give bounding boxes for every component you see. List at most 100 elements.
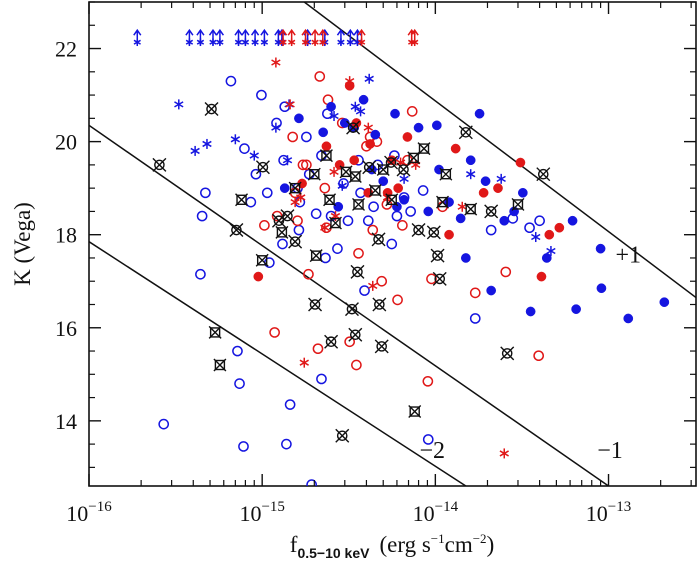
circled-cross-point: [500, 346, 515, 361]
boxed-cross-point: [323, 193, 337, 207]
asterisk-point: [368, 280, 378, 291]
filled-circle-point: [399, 194, 409, 205]
filled-circle-point: [321, 141, 332, 152]
circled-cross-point: [204, 102, 219, 117]
filled-circle-point: [378, 176, 389, 187]
open-circle-point: [250, 168, 262, 180]
open-circle-point: [386, 238, 398, 250]
y-tick-label: 22: [55, 37, 77, 62]
filled-circle-point: [450, 143, 461, 154]
boxed-cross-point: [352, 197, 366, 211]
circled-cross-point: [348, 327, 363, 342]
y-tick-label: 20: [55, 130, 77, 155]
upper-limit-arrow-blue: [133, 28, 142, 47]
filled-circle-point: [294, 113, 304, 124]
circled-cross-point: [350, 264, 365, 279]
boxed-cross-point: [309, 249, 323, 263]
filled-circle-point: [402, 132, 413, 142]
x-tick-label-exponent: −16: [88, 499, 112, 515]
boxed-cross-point: [348, 170, 362, 184]
open-circle-point: [301, 131, 312, 143]
asterisk-point: [271, 122, 281, 133]
circled-cross-point: [371, 232, 386, 247]
filled-circle-point: [544, 229, 555, 240]
open-circle-point: [319, 182, 331, 194]
circled-cross-point: [396, 162, 411, 177]
asterisk-point: [249, 150, 259, 161]
x-axis-label-subscript: 0.5−10 keV: [297, 545, 370, 561]
circled-cross-point: [432, 271, 447, 286]
x-tick-label-exponent: −15: [261, 499, 284, 515]
filled-circle-point: [431, 120, 442, 131]
open-circle-point: [158, 418, 170, 430]
open-circle-point: [306, 479, 317, 486]
boxed-cross-point: [368, 183, 382, 197]
asterisk-point: [190, 145, 200, 156]
filled-circle-point: [541, 253, 552, 263]
line-label-1: +1: [615, 243, 641, 269]
filled-circle-point: [349, 155, 360, 166]
open-circle-point: [301, 159, 312, 171]
filled-circle-point: [423, 206, 434, 217]
y-tick-label: 16: [55, 316, 77, 341]
circled-cross-point: [372, 297, 387, 312]
circled-cross-point: [484, 204, 499, 219]
open-circle-point: [405, 206, 416, 217]
open-circle-point: [196, 210, 208, 222]
filled-circle-point: [493, 183, 503, 194]
x-axis-units-exp1: −1: [431, 531, 445, 546]
asterisk-point: [355, 106, 366, 117]
boxed-cross-point: [213, 358, 227, 372]
asterisk-point: [230, 134, 241, 145]
open-circle-point: [469, 287, 481, 299]
boxed-cross-point: [255, 253, 269, 267]
filled-circle-point: [571, 304, 581, 315]
asterisk-point: [546, 245, 556, 256]
filled-circle-point: [515, 157, 526, 168]
x-axis-units-exp2: −2: [473, 531, 487, 546]
asterisk-point: [457, 201, 467, 212]
reference-line-3: [89, 241, 467, 486]
open-circle-point: [271, 210, 283, 222]
open-circle-point: [342, 215, 354, 227]
upper-limit-arrow-blue: [185, 28, 194, 47]
filled-circle-point: [363, 187, 374, 198]
open-circle-point: [367, 224, 379, 236]
asterisk-point: [364, 73, 374, 84]
open-circle-point: [314, 71, 326, 82]
open-circle-point: [297, 159, 309, 171]
circled-cross-point: [346, 120, 361, 135]
open-circle-point: [234, 378, 245, 389]
boxed-cross-point: [288, 181, 302, 195]
open-circle-point: [524, 222, 535, 234]
filled-circle-point: [465, 155, 476, 166]
filled-circle-point: [390, 108, 400, 119]
x-tick-label: 10−13: [586, 499, 631, 526]
filled-circle-point: [326, 101, 336, 112]
circled-cross-point: [344, 302, 359, 317]
filled-circle-point: [567, 215, 578, 226]
open-circle-point: [232, 345, 243, 357]
reference-line-1: [303, 2, 696, 299]
open-circle-point: [256, 89, 267, 101]
x-tick-label: 10−16: [66, 499, 112, 526]
x-tick-label: 10−14: [413, 499, 459, 526]
asterisk-point: [320, 222, 330, 233]
filled-circle-point: [486, 285, 496, 296]
upper-limit-arrow-red: [278, 28, 288, 47]
filled-circle-point: [370, 129, 381, 140]
open-circle-point: [469, 313, 481, 324]
asterisk-point: [337, 180, 347, 191]
open-circle-point: [353, 247, 364, 259]
boxed-cross-point: [328, 216, 342, 230]
circled-cross-point: [430, 248, 445, 263]
filled-circle-point: [480, 176, 491, 187]
line-labels: +1 −1 −2: [420, 243, 642, 464]
circled-cross-point: [536, 167, 551, 182]
circled-cross-point: [374, 339, 389, 354]
asterisk-point: [531, 232, 541, 243]
upper-limit-arrow-blue: [234, 28, 243, 47]
open-circle-point: [359, 285, 370, 296]
open-circle-point: [397, 220, 408, 231]
filled-circle-point: [444, 229, 454, 240]
